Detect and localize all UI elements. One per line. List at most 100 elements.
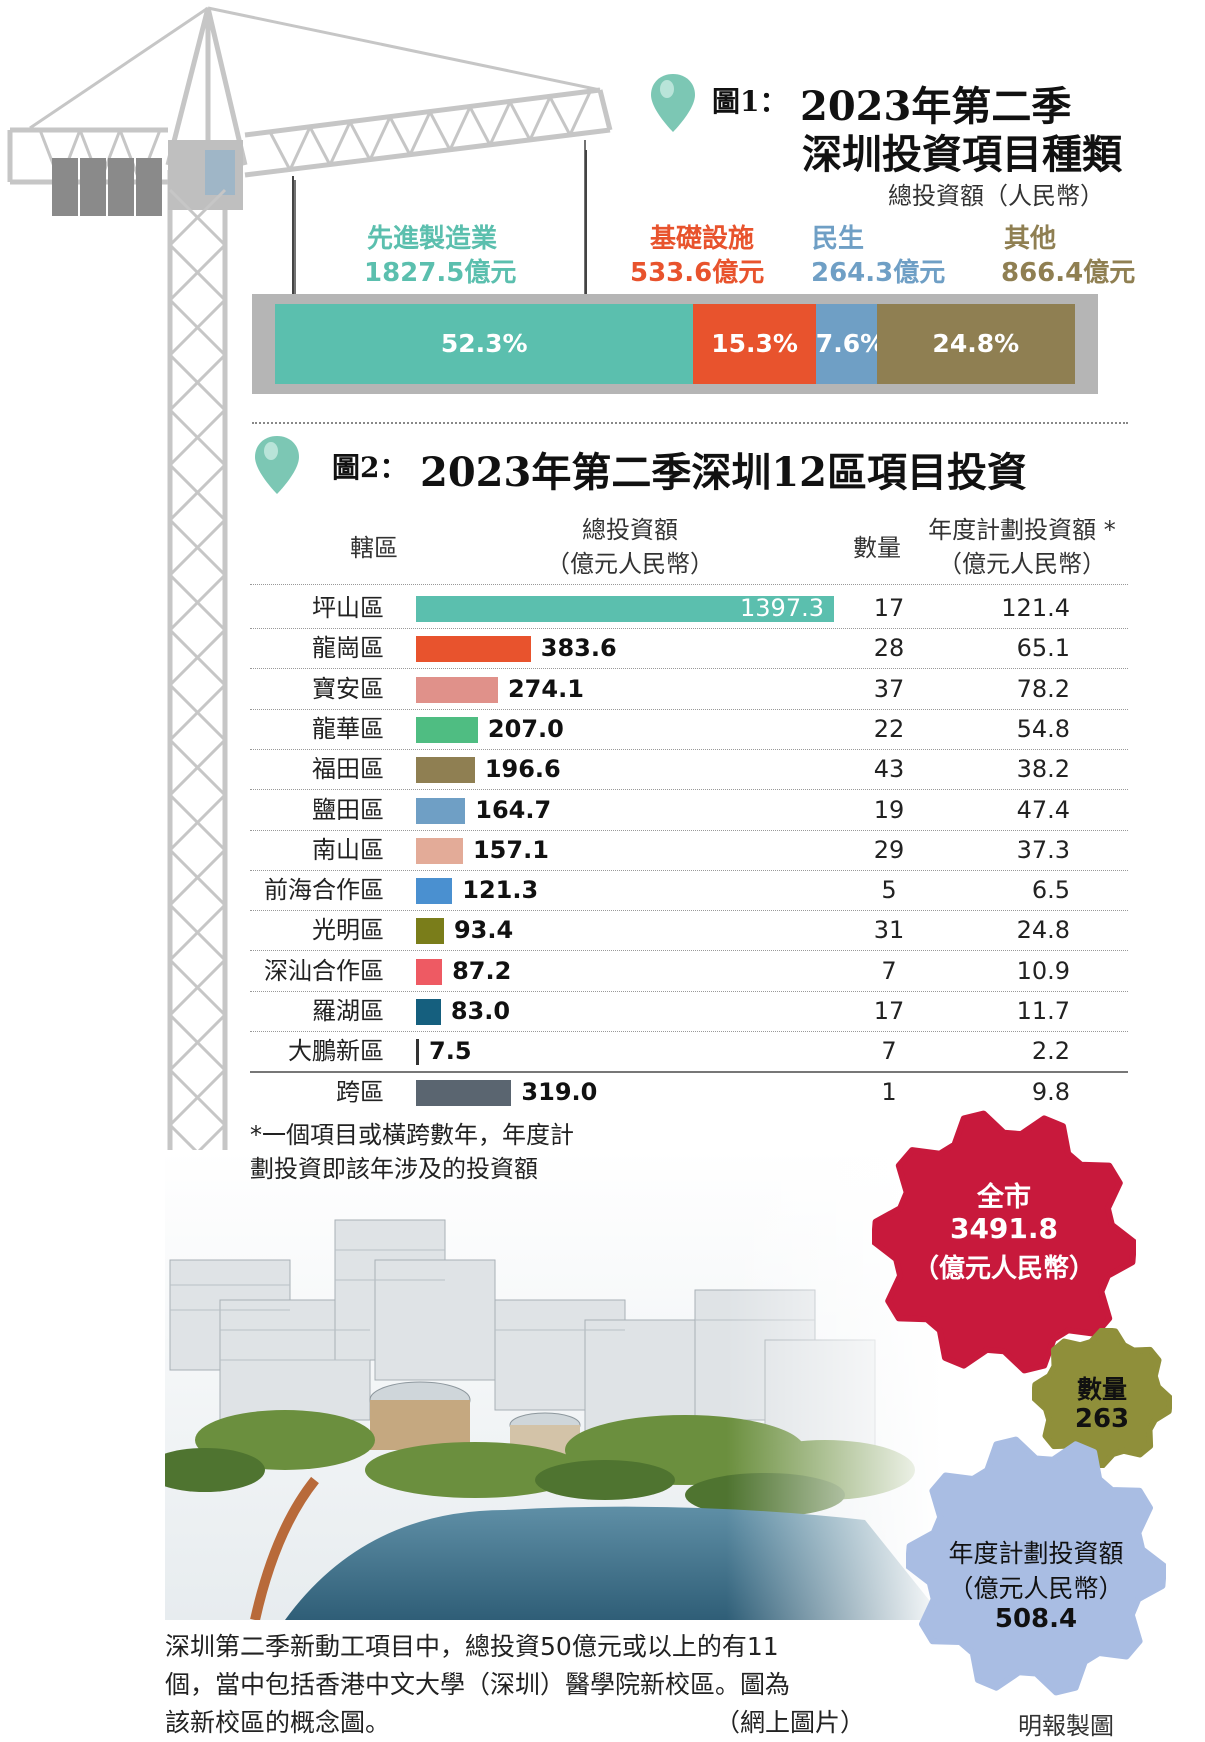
header-district: 轄區 <box>350 534 398 562</box>
district-bar <box>416 757 475 784</box>
district-annual-plan: 78.2 <box>1016 674 1070 703</box>
header-plan-line1: 年度計劃投資額 * <box>928 516 1116 544</box>
footnote-line1: *一個項目或橫跨數年，年度計 <box>250 1121 574 1149</box>
project-count-label: 數量 <box>1076 1375 1127 1404</box>
category-amount-others: 866.4億元 <box>1001 258 1136 288</box>
district-count: 1 <box>881 1077 897 1106</box>
district-name: 龍崗區 <box>312 634 384 663</box>
table-row: 光明區 93.4 31 24.8 <box>250 910 1128 952</box>
table-row: 跨區 319.0 1 9.8 <box>250 1072 1128 1112</box>
district-bar <box>416 958 443 985</box>
fig2-title: 2023年第二季深圳12區項目投資 <box>420 449 1027 496</box>
table-row: 前海合作區 121.3 5 6.5 <box>250 870 1128 912</box>
district-name: 寶安區 <box>312 674 384 703</box>
district-annual-plan: 54.8 <box>1016 714 1070 743</box>
fig1-title-line1: 2023年第二季 <box>800 83 1072 130</box>
annual-plan-label: 年度計劃投資額 <box>948 1539 1124 1568</box>
district-bar <box>416 1039 419 1066</box>
district-bar-value: 207.0 <box>487 714 564 743</box>
stacked-bar-percent-label-1: 15.3% <box>711 329 798 358</box>
table-row: 坪山區 1397.3 17 121.4 <box>250 588 1128 629</box>
district-name: 坪山區 <box>312 594 384 622</box>
header-total-line2: （億元人民幣） <box>546 550 714 578</box>
district-annual-plan: 9.8 <box>1031 1077 1070 1106</box>
map-pin-icon <box>255 436 299 494</box>
district-bar <box>416 596 834 622</box>
fig1-subtitle: 總投資額（人民幣） <box>888 182 1104 210</box>
district-bar-value: 83.0 <box>450 997 511 1025</box>
district-count: 7 <box>881 956 897 985</box>
gear-project-count <box>1032 1328 1172 1468</box>
district-name: 羅湖區 <box>312 997 384 1025</box>
header-count: 數量 <box>853 534 901 562</box>
fig2-title-prefix: 圖2： <box>332 451 408 484</box>
map-pin-icon <box>651 74 695 132</box>
table-row: 寶安區 274.1 37 78.2 <box>250 669 1128 710</box>
district-count: 28 <box>873 634 905 663</box>
district-annual-plan: 6.5 <box>1031 876 1070 905</box>
district-name: 龍華區 <box>312 714 384 743</box>
category-name-livelihood: 民生 <box>812 224 865 254</box>
district-name: 深汕合作區 <box>264 956 384 985</box>
header-total-line1: 總投資額 <box>582 516 678 544</box>
district-bar <box>416 1079 512 1106</box>
stacked-bar-segment-0 <box>275 304 694 384</box>
district-bar <box>416 918 444 945</box>
district-name: 跨區 <box>336 1077 384 1106</box>
district-bar-value: 1397.3 <box>740 594 824 622</box>
district-bar <box>416 636 531 663</box>
district-annual-plan: 2.2 <box>1031 1037 1070 1066</box>
district-bar <box>416 797 466 824</box>
gear-city-total <box>872 1110 1136 1374</box>
table-row: 羅湖區 83.0 17 11.7 <box>250 991 1128 1032</box>
district-bar-value: 196.6 <box>484 755 561 784</box>
district-count: 31 <box>873 916 905 945</box>
district-bar-value: 93.4 <box>453 916 514 945</box>
district-annual-plan: 10.9 <box>1016 956 1070 985</box>
district-bar-value: 164.7 <box>475 795 552 824</box>
category-name-infrastructure: 基礎設施 <box>650 224 755 254</box>
district-count: 7 <box>881 1037 897 1066</box>
photo-caption: 深圳第二季新動工項目中，總投資50億元或以上的有11 個，當中包括香港中文大學（… <box>165 1628 885 1742</box>
category-amount-livelihood: 264.3億元 <box>811 258 946 288</box>
table-row: 南山區 157.1 29 37.3 <box>250 830 1128 871</box>
category-divider <box>292 176 294 294</box>
district-bar <box>416 676 498 703</box>
footnote-line2: 劃投資即該年涉及的投資額 <box>250 1155 538 1183</box>
project-count-value: 263 <box>1074 1404 1130 1434</box>
campus-concept-image <box>165 1150 945 1620</box>
district-name: 光明區 <box>312 916 384 945</box>
table-row: 龍華區 207.0 22 54.8 <box>250 709 1128 750</box>
stacked-bar-percent-label-0: 52.3% <box>440 329 528 358</box>
district-bar-value: 7.5 <box>429 1037 472 1066</box>
district-bar <box>416 878 453 905</box>
caption-line3-row: 該新校區的概念圖。 （網上圖片） <box>165 1704 885 1742</box>
district-annual-plan: 11.7 <box>1016 997 1070 1025</box>
category-name-manufacturing: 先進製造業 <box>367 224 498 254</box>
stacked-bar-segment-1 <box>693 304 816 384</box>
district-annual-plan: 65.1 <box>1016 634 1070 663</box>
category-divider <box>585 150 587 294</box>
caption-line3: 該新校區的概念圖。 <box>165 1708 391 1737</box>
city-total-unit: （億元人民幣） <box>912 1254 1095 1284</box>
district-bar-value: 274.1 <box>507 674 584 703</box>
table-row: 龍崗區 383.6 28 65.1 <box>250 628 1128 670</box>
city-total-value: 3491.8 <box>949 1212 1059 1245</box>
header-underline <box>250 584 1128 585</box>
fig1-title-line2: 深圳投資項目種類 <box>802 131 1122 178</box>
category-name-others: 其他 <box>1004 224 1057 254</box>
district-count: 5 <box>881 876 897 905</box>
fig1-title-prefix: 圖1： <box>712 85 788 118</box>
district-bar-value: 319.0 <box>521 1077 598 1106</box>
district-count: 22 <box>873 714 905 743</box>
table-row: 福田區 196.6 43 38.2 <box>250 749 1128 791</box>
district-annual-plan: 47.4 <box>1016 795 1070 824</box>
caption-credit: （網上圖片） <box>714 1708 865 1737</box>
table-row: 鹽田區 164.7 19 47.4 <box>250 790 1128 831</box>
annual-plan-unit: （億元人民幣） <box>948 1574 1124 1603</box>
district-bar-value: 121.3 <box>462 876 539 905</box>
district-bar <box>416 837 463 864</box>
district-count: 19 <box>873 795 905 824</box>
stacked-bar-percent-label-3: 24.8% <box>932 329 1020 358</box>
